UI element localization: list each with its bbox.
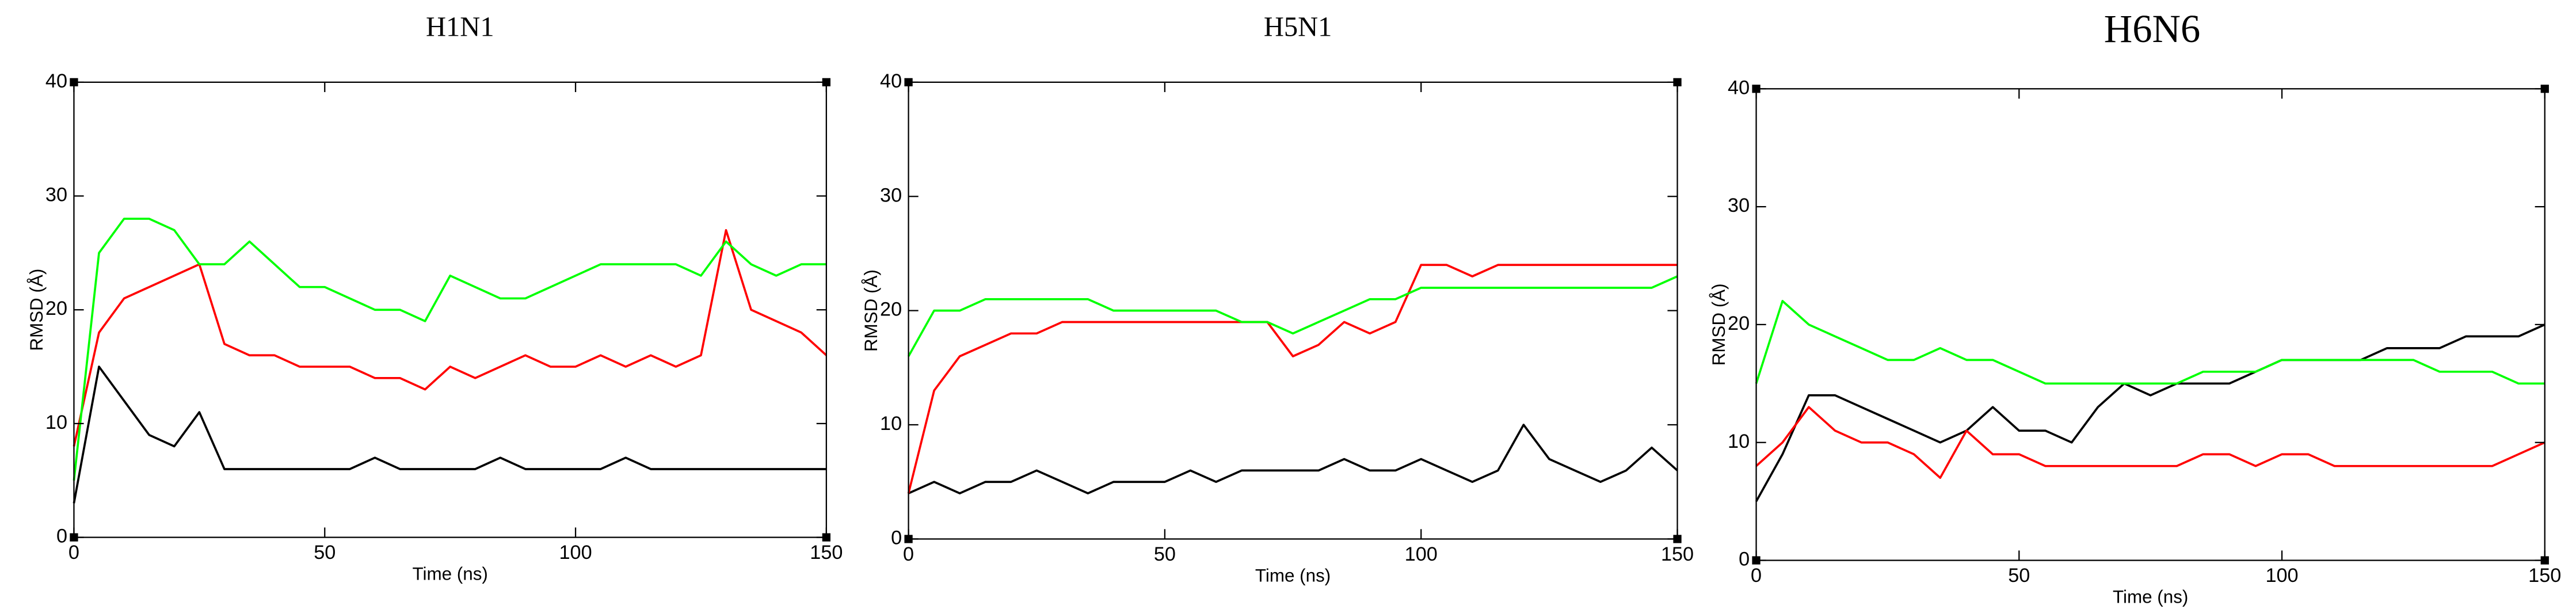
x-tick-label: 100 (1405, 543, 1438, 565)
x-tick-label: 150 (2528, 565, 2561, 587)
x-axis-label: Time (ns) (2113, 587, 2188, 607)
y-tick-label: 10 (45, 412, 67, 433)
corner-marker (2540, 85, 2549, 93)
chart: H5N1 0 10 20 30 40 0 50 100 150 Time (ns) RMSD (Å) (861, 12, 1694, 586)
y-tick-label: 40 (45, 70, 67, 92)
x-tick-label: 100 (559, 542, 592, 563)
chart-title: H6N6 (2104, 7, 2200, 51)
y-axis-label: RMSD (Å) (861, 269, 881, 352)
x-axis-label: Time (ns) (412, 564, 487, 584)
series-line (1755, 406, 2545, 479)
chart-title: H5N1 (1264, 12, 1332, 43)
y-axis-label: RMSD (Å) (26, 269, 47, 351)
y-tick-label: 30 (45, 184, 67, 206)
y-tick-label: 10 (1728, 431, 1750, 452)
chart: H6N6 0 10 20 30 40 0 50 100 150 Time (ns) RMSD (Å) (1709, 7, 2561, 607)
y-tick-label: 10 (880, 413, 902, 435)
series-line (73, 229, 828, 447)
x-tick-label: 0 (903, 543, 914, 565)
series-line (1755, 323, 2545, 502)
y-tick-label: 20 (880, 299, 902, 321)
x-tick-label: 50 (1154, 543, 1176, 565)
y-tick-label: 40 (1728, 77, 1750, 98)
plot-frame (1755, 88, 2545, 561)
y-tick-label: 30 (1728, 195, 1750, 216)
y-tick-label: 0 (56, 526, 67, 547)
y-tick-label: 30 (880, 184, 902, 206)
x-tick-label: 50 (314, 542, 336, 563)
x-axis-label: Time (ns) (1255, 565, 1331, 585)
series-line (73, 365, 826, 504)
x-tick-label: 150 (810, 542, 843, 563)
x-tick-label: 150 (1661, 543, 1694, 565)
x-tick-label: 50 (2008, 565, 2030, 587)
y-axis-label: RMSD (Å) (1709, 283, 1729, 365)
corner-marker (822, 78, 830, 86)
series-line (907, 264, 1678, 494)
x-tick-label: 0 (1751, 565, 1762, 587)
y-tick-label: 0 (891, 527, 902, 549)
series-line (1755, 300, 2545, 385)
chart-title: H1N1 (426, 12, 494, 43)
x-tick-label: 100 (2265, 565, 2298, 587)
series-line (908, 424, 1678, 494)
y-tick-label: 40 (880, 70, 902, 92)
series-line (73, 218, 826, 481)
x-tick-label: 0 (68, 542, 79, 563)
chart: H1N1 0 10 20 30 40 0 50 100 150 Time (ns) RMSD (Å) (26, 12, 843, 584)
y-tick-label: 0 (1739, 549, 1750, 570)
y-tick-label: 20 (1728, 313, 1750, 334)
y-tick-label: 20 (45, 298, 67, 319)
series-line (907, 275, 1678, 357)
